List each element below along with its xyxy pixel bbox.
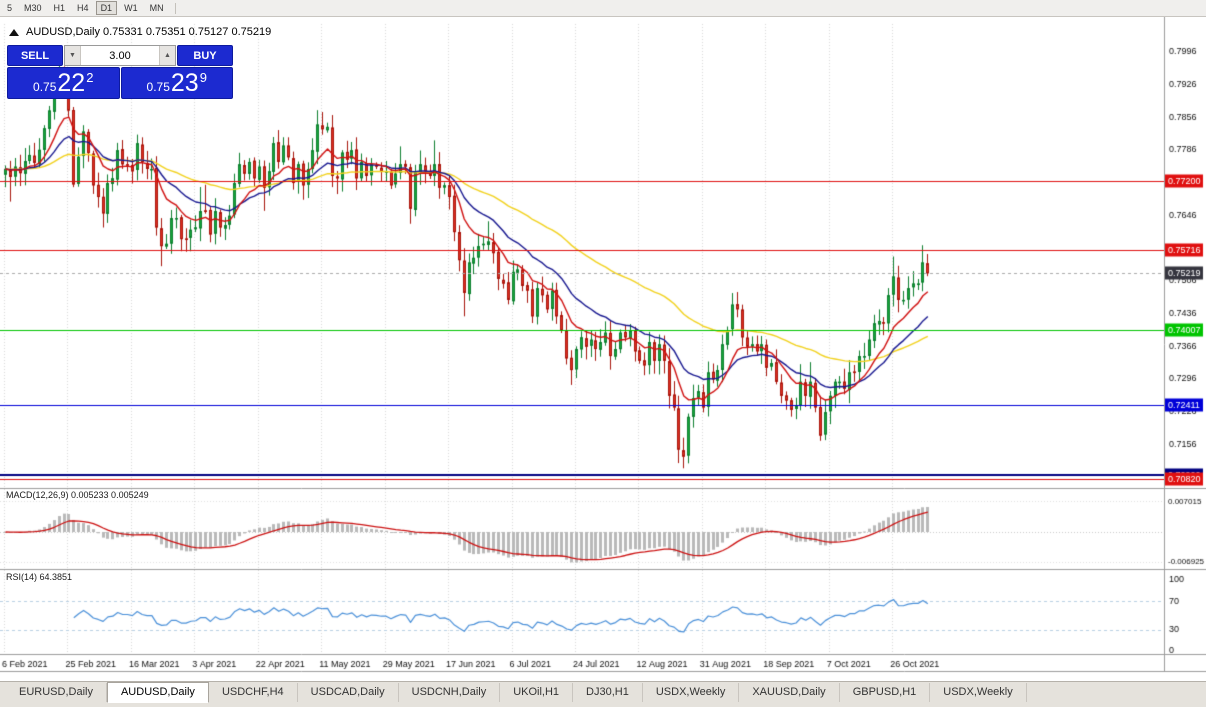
one-click-panel-toggle-icon[interactable] [9,28,19,36]
one-click-trading-panel: SELL ▼ 3.00 ▲ BUY 0.75 22 2 0.75 23 9 [7,45,233,99]
buy-price-sup: 9 [199,70,207,85]
buy-price-button[interactable]: 0.75 23 9 [120,67,233,99]
lot-size-field[interactable]: ▼ 3.00 ▲ [64,45,176,66]
chart-tab-bar: EURUSD,Daily AUDUSD,Daily USDCHF,H4 USDCAD,… [0,681,1206,707]
buy-price-big: 23 [170,69,199,97]
timeframe-button-w1[interactable]: W1 [124,3,138,13]
chart-tab-eurusd-daily[interactable]: EURUSD,Daily [6,683,107,702]
buy-button[interactable]: BUY [177,45,233,66]
timeframe-button-m30[interactable]: M30 [24,3,42,13]
chart-tab-usdcnh-daily[interactable]: USDCNH,Daily [399,683,501,702]
chart-tab-usdchf-h4[interactable]: USDCHF,H4 [209,683,298,702]
chart-tab-dj30-h1[interactable]: DJ30,H1 [573,683,643,702]
chart-tab-ukoil-h1[interactable]: UKOil,H1 [500,683,574,702]
chart-tab-usdx-weekly[interactable]: USDX,Weekly [643,683,740,702]
timeframe-button-d1[interactable]: D1 [95,1,118,15]
buy-price-prefix: 0.75 [146,80,170,94]
timeframe-button-h1[interactable]: H1 [53,3,66,13]
timeframe-toolbar: 5 M30 H1 H4 D1 W1 MN [0,0,1206,17]
sell-button[interactable]: SELL [7,45,63,66]
timeframe-button-mn[interactable]: MN [149,3,164,13]
chart-tab-gbpusd-h1[interactable]: GBPUSD,H1 [840,683,931,702]
macd-indicator-label: MACD(12,26,9) 0.005233 0.005249 [6,490,149,500]
chart-tab-audusd-daily[interactable]: AUDUSD,Daily [106,682,209,703]
sell-price-prefix: 0.75 [33,80,57,94]
chart-tab-usdcad-daily[interactable]: USDCAD,Daily [298,683,399,702]
sell-price-sup: 2 [86,70,94,85]
chart-tab-usdx-weekly[interactable]: USDX,Weekly [930,683,1027,702]
toolbar-separator [174,2,176,14]
chart-tab-xauusd-daily[interactable]: XAUUSD,Daily [739,683,840,702]
lot-increase-button[interactable]: ▲ [159,46,175,65]
sell-price-big: 22 [57,69,86,97]
lot-decrease-button[interactable]: ▼ [65,46,81,65]
sell-price-button[interactable]: 0.75 22 2 [7,67,120,99]
lot-size-value[interactable]: 3.00 [109,49,131,62]
timeframe-button-5[interactable]: 5 [7,3,13,13]
chart-title-row: AUDUSD,Daily 0.75331 0.75351 0.75127 0.7… [9,26,271,38]
chart-title: AUDUSD,Daily 0.75331 0.75351 0.75127 0.7… [26,26,272,38]
rsi-indicator-label: RSI(14) 64.3851 [6,572,73,582]
timeframe-button-h4[interactable]: H4 [77,3,89,13]
